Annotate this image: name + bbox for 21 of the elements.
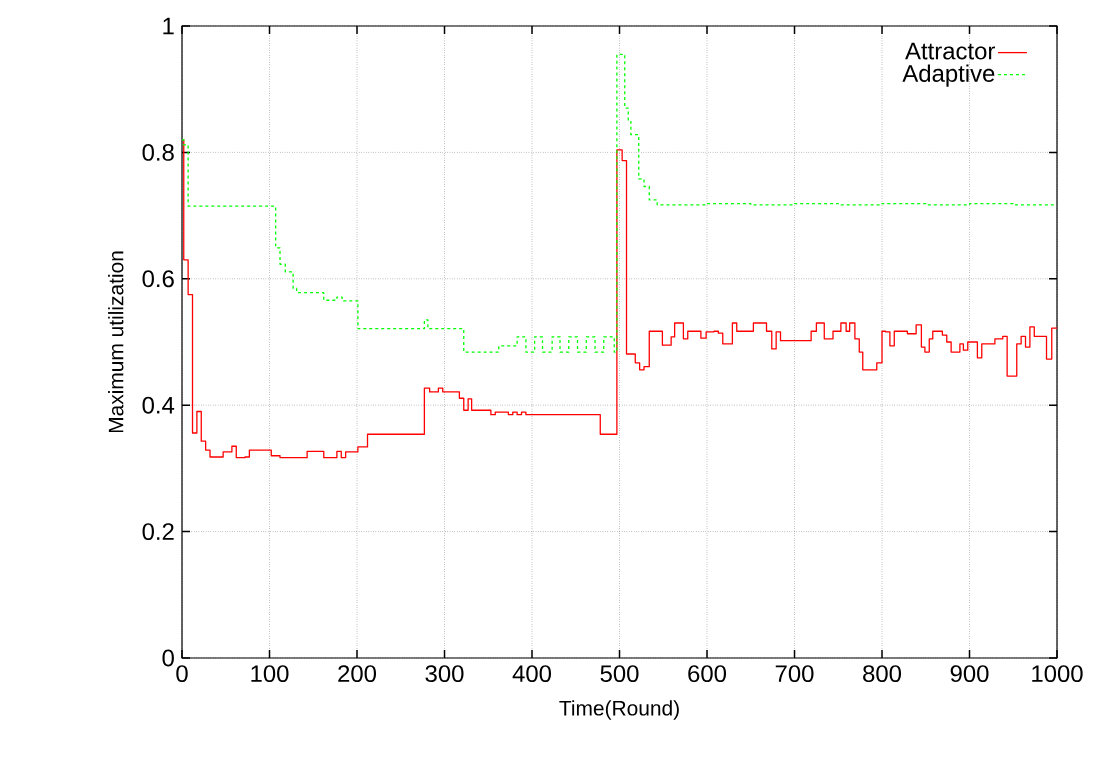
y-tick-label: 0.2 — [142, 523, 174, 541]
x-tick-label: 0 — [176, 665, 188, 683]
legend-label: Adaptive — [902, 64, 995, 87]
y-tick-label: 1 — [163, 17, 174, 35]
x-tick-label: 800 — [863, 665, 902, 683]
legend-label: Attractor — [905, 42, 995, 60]
y-tick-label: 0.8 — [142, 143, 174, 161]
y-tick-label: 0.4 — [142, 396, 175, 414]
x-tick-label: 100 — [251, 665, 289, 683]
x-tick-label: 500 — [600, 665, 639, 683]
x-tick-label: 900 — [950, 665, 989, 683]
x-tick-label: 1000 — [1032, 665, 1083, 683]
x-tick-label: 300 — [425, 665, 464, 683]
y-axis-title: Maximum utilization — [108, 251, 124, 433]
x-tick-label: 600 — [688, 665, 727, 683]
y-tick-label: 0 — [162, 649, 174, 667]
x-tick-label: 700 — [775, 665, 814, 683]
x-tick-label: 200 — [338, 665, 377, 683]
x-axis-title: Time(Round) — [559, 700, 679, 720]
x-tick-label: 400 — [512, 665, 552, 683]
y-tick-label: 0.6 — [142, 270, 174, 288]
